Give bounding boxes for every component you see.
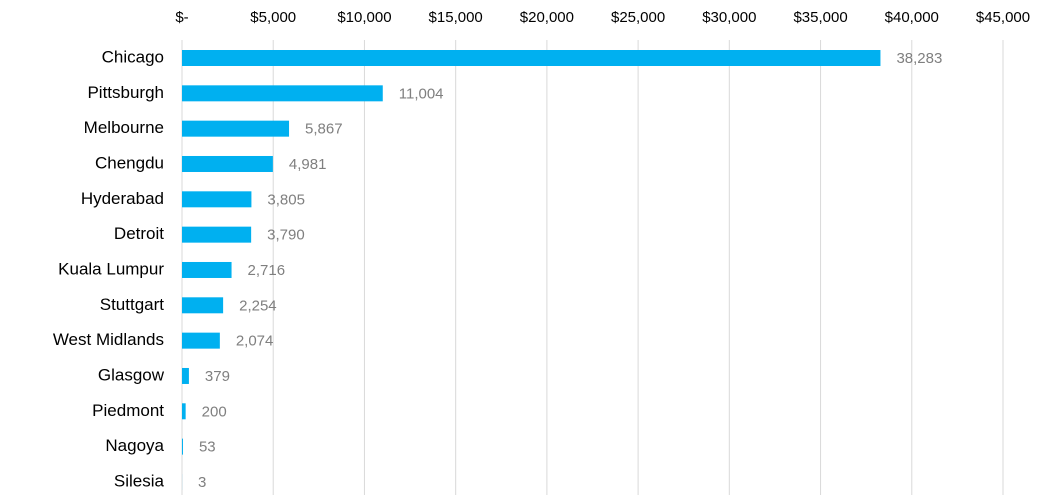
data-label: 3,805	[267, 191, 305, 208]
y-tick-label: Melbourne	[84, 118, 164, 137]
y-tick-label: Detroit	[114, 224, 164, 243]
y-tick-label: Pittsburgh	[87, 83, 164, 102]
data-label: 379	[205, 368, 230, 385]
bar	[182, 438, 183, 455]
x-tick-label: $30,000	[702, 9, 756, 26]
bar	[182, 155, 273, 172]
bar	[182, 367, 189, 384]
x-tick-label: $5,000	[250, 9, 296, 26]
x-tick-label: $-	[175, 9, 188, 26]
y-tick-label: Piedmont	[92, 401, 164, 420]
y-tick-label: Chengdu	[95, 153, 164, 172]
bar	[182, 120, 290, 137]
data-label: 2,074	[236, 333, 274, 350]
data-label: 2,716	[248, 262, 286, 279]
data-label: 200	[202, 403, 227, 420]
data-label: 38,283	[896, 50, 942, 67]
data-label: 5,867	[305, 121, 343, 138]
x-tick-label: $20,000	[520, 9, 574, 26]
data-label: 53	[199, 439, 216, 456]
bar	[182, 297, 224, 314]
x-tick-label: $15,000	[429, 9, 483, 26]
x-tick-label: $25,000	[611, 9, 665, 26]
x-tick-label: $10,000	[337, 9, 391, 26]
y-tick-label: Chicago	[102, 47, 164, 66]
bar	[182, 332, 220, 349]
x-tick-label: $45,000	[976, 9, 1030, 26]
y-tick-label: Kuala Lumpur	[58, 259, 164, 278]
y-tick-label: Nagoya	[105, 436, 164, 455]
bar	[182, 50, 881, 66]
y-tick-label: Stuttgart	[100, 295, 165, 314]
bar	[182, 403, 186, 420]
data-label: 3,790	[267, 227, 305, 244]
bar	[182, 85, 383, 102]
y-tick-label: West Midlands	[53, 330, 164, 349]
data-label: 2,254	[239, 297, 277, 314]
y-tick-label: Hyderabad	[81, 189, 164, 208]
bar	[182, 191, 252, 208]
data-label: 3	[198, 474, 206, 491]
data-label: 4,981	[289, 156, 327, 173]
bar	[182, 261, 232, 278]
y-tick-label: Silesia	[114, 471, 165, 490]
bar	[182, 226, 252, 243]
data-label: 11,004	[399, 85, 444, 102]
x-tick-label: $40,000	[885, 9, 939, 26]
y-tick-label: Glasgow	[98, 365, 165, 384]
x-tick-label: $35,000	[793, 9, 847, 26]
